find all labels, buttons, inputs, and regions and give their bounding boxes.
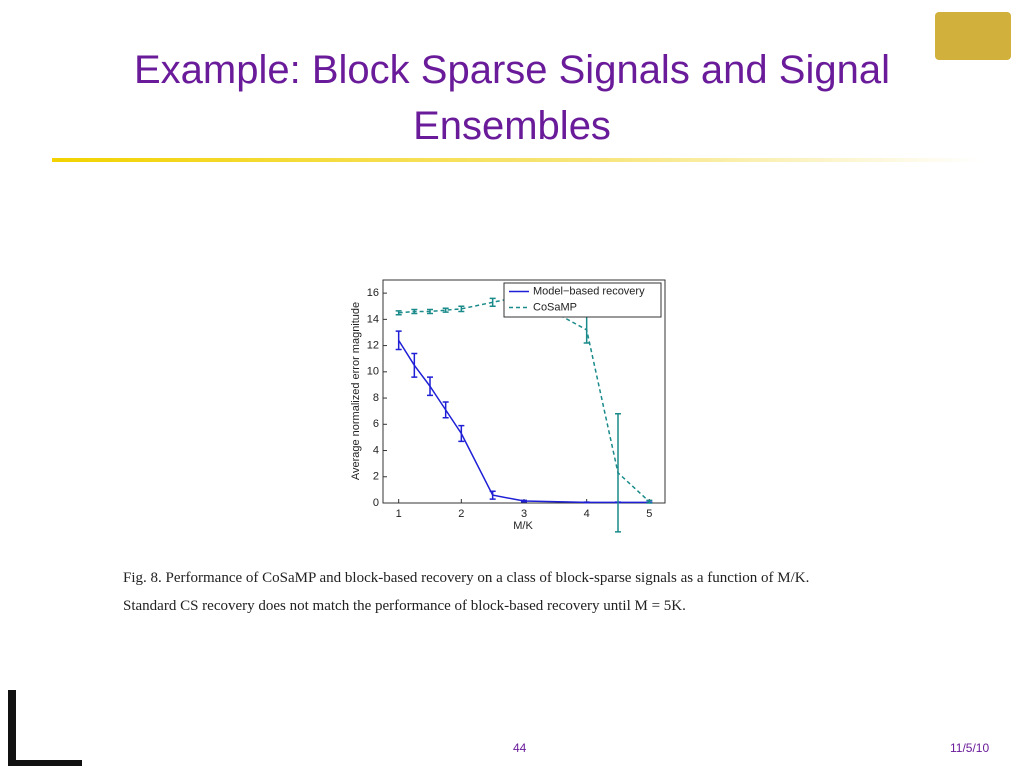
y-tick-label: 12 — [367, 339, 379, 351]
error-bar — [442, 401, 449, 419]
y-tick-label: 10 — [367, 366, 379, 378]
error-bar — [442, 307, 449, 313]
page-number: 44 — [513, 741, 527, 755]
error-bar — [521, 499, 527, 503]
caption: Standard CS recovery does not match the … — [123, 598, 686, 614]
error-bar — [646, 499, 653, 504]
x-tick-label: 1 — [396, 508, 402, 520]
error-bar — [489, 297, 496, 307]
x-tick-label: 5 — [646, 508, 652, 520]
error-bar — [458, 305, 465, 313]
error-bar — [395, 310, 402, 316]
caption: Fig. 8. Performance of CoSaMP and block-… — [123, 570, 810, 586]
legend-label: Model−based recovery — [533, 285, 645, 297]
series-line — [398, 339, 650, 504]
x-axis-label: M/K — [513, 520, 533, 532]
error-bar — [458, 424, 465, 443]
date: 11/5/10 — [950, 741, 990, 755]
error-bar — [583, 501, 590, 504]
error-bar — [489, 490, 496, 500]
error-bar — [411, 308, 418, 315]
error-bar — [411, 352, 418, 378]
slide-title: Example: Block Sparse Signals and Signal — [134, 48, 890, 92]
slide-title: Ensembles — [413, 104, 611, 148]
logo — [8, 690, 82, 766]
legend-box — [503, 282, 662, 318]
error-bar — [615, 413, 621, 533]
x-tick-label: 4 — [584, 508, 590, 520]
y-axis-label: Average normalized error magnitude — [350, 302, 362, 480]
y-tick-label: 4 — [373, 444, 379, 456]
error-bar — [427, 308, 433, 315]
title-rule — [52, 158, 982, 162]
x-tick-label: 3 — [521, 508, 527, 520]
legend-label: CoSaMP — [533, 301, 577, 313]
error-bar — [395, 330, 402, 351]
y-tick-label: 16 — [367, 287, 379, 299]
y-tick-label: 2 — [373, 471, 379, 483]
logo — [935, 12, 1011, 60]
y-tick-label: 8 — [373, 392, 379, 404]
series-line — [398, 294, 650, 503]
y-tick-label: 6 — [373, 418, 379, 430]
y-tick-label: 0 — [373, 497, 379, 509]
error-bar — [427, 376, 433, 397]
x-tick-label: 2 — [458, 508, 464, 520]
y-tick-label: 14 — [367, 313, 379, 325]
